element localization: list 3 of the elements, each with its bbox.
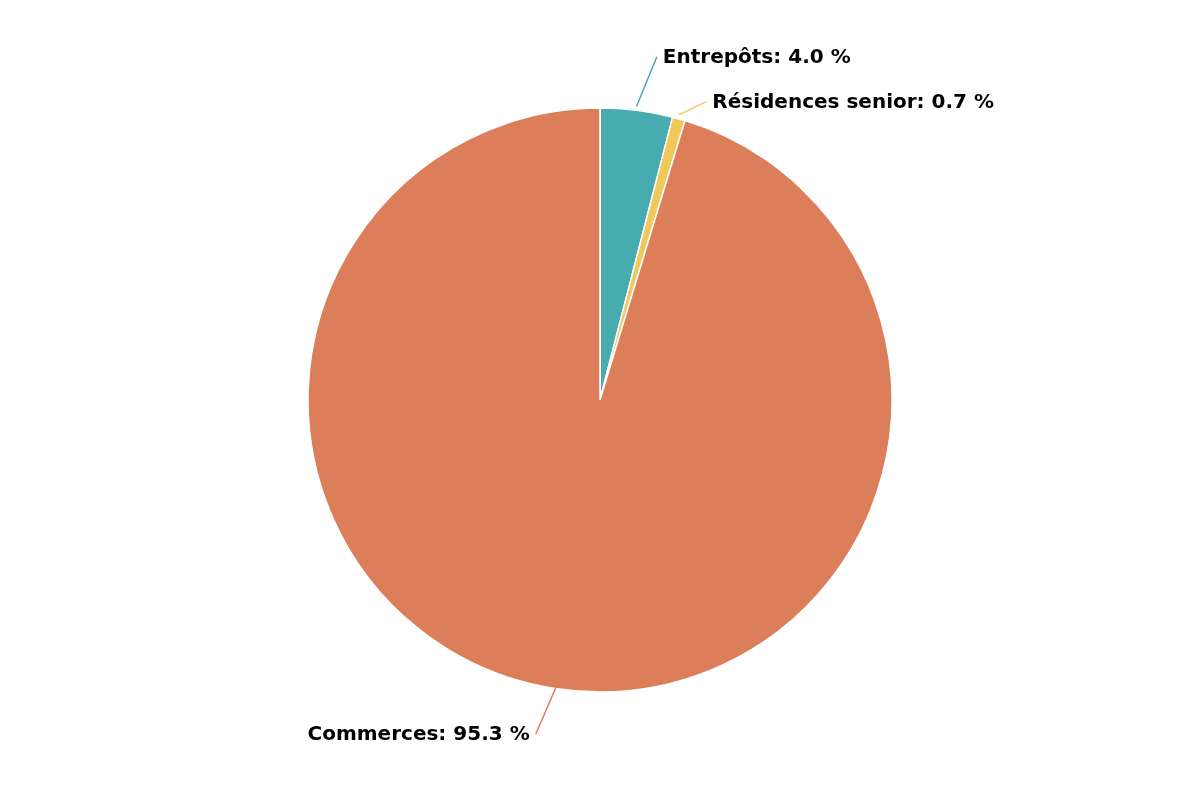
slice-label: Entrepôts: 4.0 %: [662, 43, 851, 68]
slice-label: Résidences senior: 0.7 %: [712, 88, 995, 113]
slice-label: Commerces: 95.3 %: [307, 721, 530, 746]
